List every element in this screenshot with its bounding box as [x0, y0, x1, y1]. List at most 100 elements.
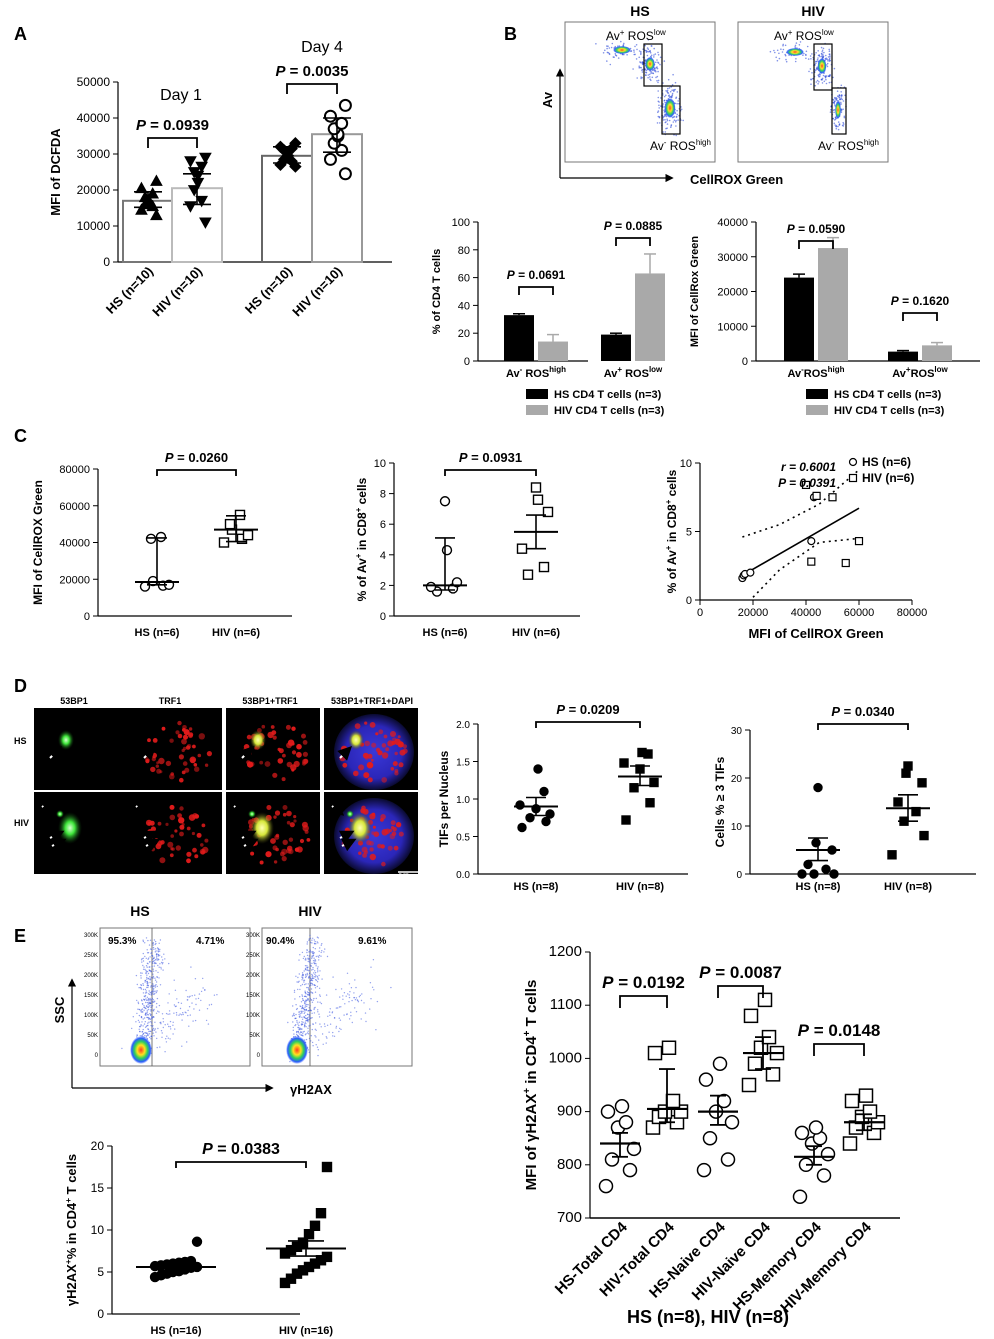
data-point — [614, 1099, 630, 1114]
trf1-spot — [274, 834, 280, 840]
flow-dot — [670, 126, 672, 128]
flow-dot — [307, 957, 309, 959]
flow-dot — [310, 982, 312, 984]
flow-dot — [314, 971, 317, 974]
flow-dot — [165, 1012, 168, 1015]
trf1-spot — [291, 726, 296, 731]
flow-dot — [145, 999, 148, 1001]
flow-dot — [350, 987, 353, 989]
flow-dot — [152, 942, 154, 944]
trf1-spot — [383, 734, 388, 739]
flow-dot — [309, 967, 311, 969]
trf1-spot — [178, 754, 184, 760]
flow-dot — [348, 1001, 350, 1003]
data-point — [338, 167, 352, 181]
trf1-spot — [184, 767, 190, 773]
flow-dot — [648, 73, 651, 76]
flow-dot — [357, 1001, 360, 1003]
flow-dot — [149, 981, 151, 984]
flow-dot — [193, 1008, 195, 1010]
trf1-spot — [306, 838, 311, 842]
flow-dot — [329, 1008, 331, 1010]
flow-dot — [671, 94, 674, 96]
flow-dot — [144, 1035, 146, 1037]
flow-dot — [810, 83, 812, 85]
data-point — [297, 1237, 309, 1248]
flow-dot — [194, 978, 197, 980]
flow-dot — [301, 1016, 303, 1018]
flow-dot — [202, 987, 204, 989]
flow-dot — [147, 984, 149, 987]
flow-dot — [607, 45, 609, 47]
flow-dot — [343, 1014, 345, 1016]
flow-dot — [146, 980, 148, 983]
flow-dot — [157, 948, 160, 950]
trf1-spot — [200, 843, 204, 847]
flow-dot — [140, 1024, 142, 1026]
flow-dot — [140, 988, 143, 990]
flow-dot — [815, 60, 818, 63]
53bp1-spot — [348, 730, 364, 750]
data-point — [321, 1161, 333, 1173]
flow-dot — [303, 970, 305, 972]
trf1-spot — [299, 838, 305, 844]
flow-dot — [814, 69, 817, 72]
flow-dot — [309, 997, 311, 1000]
data-point — [600, 1104, 616, 1119]
gate-av-pos-hiv — [813, 43, 833, 91]
flow-dot — [320, 955, 322, 957]
flow-dot — [822, 74, 825, 77]
flow-dot — [640, 77, 642, 80]
flow-dot — [296, 981, 298, 983]
flow-dot — [676, 102, 678, 105]
flow-dot — [351, 999, 353, 1002]
flow-dot — [296, 1007, 298, 1010]
flow-dot — [655, 76, 657, 79]
microscopy-grid: 53BP1 TRF1 53BP1+TRF1 53BP1+TRF1+DAPI HS… — [14, 696, 418, 879]
flow-dot — [155, 1031, 157, 1033]
flow-dot — [305, 993, 307, 995]
trf1-spot — [200, 850, 205, 855]
flow-plots-e: HS HIV 95.3% 4.71% 90.4% 9.61% 300K 300K2… — [52, 903, 413, 1097]
flow-dot — [160, 1023, 162, 1025]
flow-ytick-hs: 100K — [84, 1013, 98, 1019]
data-point — [887, 850, 897, 860]
flow-dot — [145, 1001, 147, 1004]
flow-dot — [195, 1003, 197, 1006]
flow-dot — [318, 987, 321, 989]
regression-line — [742, 507, 860, 577]
flow-dot — [145, 957, 147, 959]
flow-dot — [317, 1049, 319, 1051]
flow-dot — [149, 939, 152, 941]
trf1-spot — [398, 762, 404, 768]
trf1-spot — [247, 761, 254, 768]
significance-bracket — [147, 137, 198, 148]
trf1-spot — [402, 744, 407, 749]
flow-dot — [832, 109, 835, 111]
trf1-spot — [192, 744, 196, 749]
flow-dot — [151, 965, 153, 968]
flow-dot — [815, 52, 817, 54]
flow-dot — [150, 952, 152, 954]
flow-dot — [307, 983, 309, 985]
flow-dot — [155, 962, 157, 964]
flow-dot — [311, 982, 313, 985]
flow-dot — [155, 957, 158, 959]
legend-swatch — [806, 405, 828, 415]
flow-dot — [645, 69, 648, 72]
data-point — [545, 809, 555, 819]
flow-dot — [187, 1009, 189, 1012]
flow-dot — [303, 1008, 305, 1010]
flow-dot — [296, 1030, 298, 1033]
flow-dot — [776, 59, 779, 62]
flow-title-hiv: HIV — [801, 3, 825, 19]
flow-dot — [647, 74, 650, 76]
flow-dot — [371, 986, 374, 988]
flow-dot — [147, 958, 149, 960]
flow-dot — [297, 981, 300, 983]
flow-dot — [205, 1019, 208, 1022]
flow-dot — [835, 125, 837, 128]
flow-dot — [142, 1018, 144, 1020]
flow-dot — [140, 972, 142, 974]
micro-arrow — [328, 801, 345, 816]
